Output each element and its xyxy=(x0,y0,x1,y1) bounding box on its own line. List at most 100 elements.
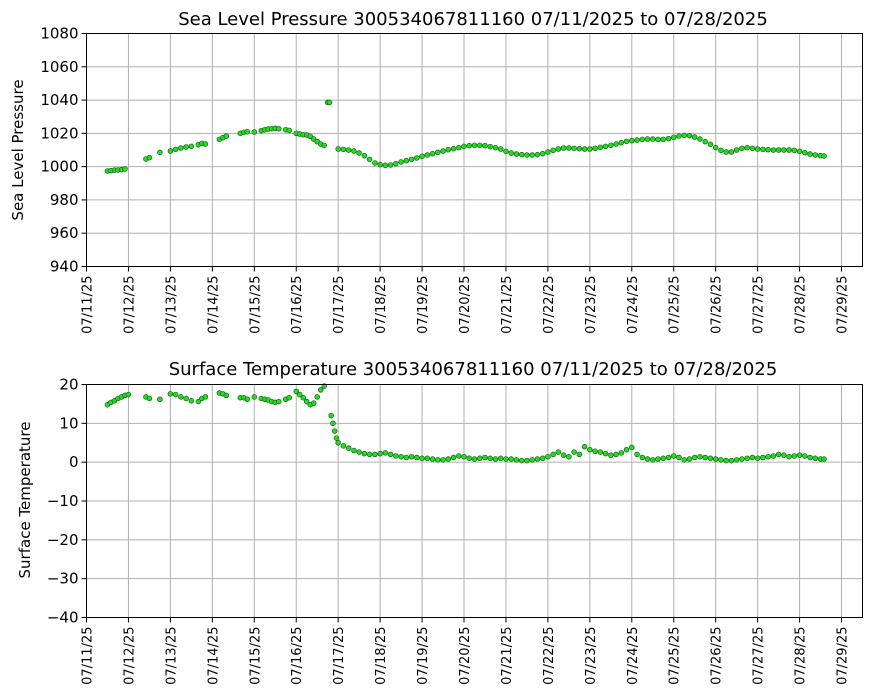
surface-temperature-data-point xyxy=(172,391,179,398)
surface-temperature-data-point xyxy=(335,440,341,446)
surface-temperature-data-point xyxy=(749,454,756,461)
sea-level-pressure-data-point xyxy=(497,146,504,152)
sea-level-pressure-data-point xyxy=(351,148,357,154)
surface-temperature-data-point xyxy=(419,455,425,462)
surface-temperature-data-point xyxy=(739,456,745,462)
surface-temperature-data-point xyxy=(529,457,535,463)
sea-level-pressure-data-point xyxy=(613,141,619,147)
surface-temperature-data-point xyxy=(276,398,282,405)
surface-temperature-ytick-label: 10 xyxy=(59,414,78,432)
surface-temperature-data-point xyxy=(513,457,520,463)
sea-level-pressure-xtick-label: 07/27/25 xyxy=(752,276,767,334)
sea-level-pressure-data-point xyxy=(712,144,719,151)
sea-level-pressure-xtick-label: 07/18/25 xyxy=(374,276,389,334)
surface-temperature-xtick-label: 07/25/25 xyxy=(668,627,683,685)
sea-level-pressure-points xyxy=(104,99,827,174)
surface-temperature-data-point xyxy=(602,450,609,457)
surface-temperature-data-point xyxy=(754,455,761,462)
sea-level-pressure-data-point xyxy=(775,147,782,153)
surface-temperature-title: Surface Temperature 300534067811160 07/1… xyxy=(169,359,778,380)
sea-level-pressure-data-point xyxy=(566,145,572,151)
sea-level-pressure-data-point xyxy=(802,149,808,156)
surface-temperature-data-point xyxy=(372,451,378,458)
surface-temperature-data-point xyxy=(560,452,567,458)
surface-temperature-xtick-label: 07/12/25 xyxy=(122,627,137,685)
sea-level-pressure-ytick-label: 1080 xyxy=(40,25,78,43)
sea-level-pressure-data-point xyxy=(223,133,230,139)
surface-temperature-data-point xyxy=(623,446,630,453)
sea-level-pressure-data-point xyxy=(424,152,431,158)
surface-temperature-data-point xyxy=(534,456,541,462)
surface-temperature-data-point xyxy=(702,454,708,461)
sea-level-pressure-data-point xyxy=(739,145,745,152)
sea-level-pressure-data-point xyxy=(377,161,383,168)
surface-temperature-data-point xyxy=(576,451,583,458)
sea-level-pressure-ytick-label: 980 xyxy=(50,191,79,209)
sea-level-pressure-data-point xyxy=(167,148,174,154)
surface-temperature-data-point xyxy=(587,446,593,453)
surface-temperature-ytick-label: −20 xyxy=(47,531,79,549)
surface-temperature-data-point xyxy=(125,391,132,398)
surface-temperature-data-point xyxy=(408,453,415,460)
surface-temperature-data-point xyxy=(733,457,740,463)
surface-temperature-xtick-label: 07/13/25 xyxy=(164,627,179,685)
surface-temperature-data-point xyxy=(555,449,562,455)
surface-temperature-data-point xyxy=(518,457,525,464)
surface-temperature-data-point xyxy=(781,452,787,458)
surface-temperature-data-point xyxy=(303,398,310,405)
surface-temperature-data-point xyxy=(387,451,394,458)
sea-level-pressure-data-point xyxy=(482,142,488,149)
sea-level-pressure-data-point xyxy=(471,142,478,149)
sea-level-pressure-data-point xyxy=(408,156,415,163)
sea-level-pressure-data-point xyxy=(639,136,646,143)
sea-level-pressure-xtick-label: 07/14/25 xyxy=(206,276,221,334)
surface-temperature-ytick-label: 0 xyxy=(69,453,79,471)
surface-temperature-data-point xyxy=(317,387,324,393)
surface-temperature-data-point xyxy=(223,392,230,399)
surface-temperature-data-point xyxy=(650,457,656,463)
surface-temperature-data-point xyxy=(328,412,334,419)
sea-level-pressure-data-point xyxy=(276,125,282,132)
surface-temperature-xtick-label: 07/21/25 xyxy=(500,627,515,685)
surface-temperature-data-point xyxy=(286,394,292,401)
sea-level-pressure-ytick-label: 960 xyxy=(50,224,79,242)
surface-temperature-xticks: 07/11/25 07/12/25 07/13/25 07/14/25 07/15/25… xyxy=(81,617,851,685)
surface-temperature-data-point xyxy=(497,455,504,462)
surface-temperature-data-point xyxy=(167,391,174,397)
surface-temperature-data-point xyxy=(812,455,819,462)
sea-level-pressure-data-point xyxy=(555,146,562,152)
surface-temperature-data-point xyxy=(744,455,750,462)
sea-level-pressure-xtick-label: 07/12/25 xyxy=(122,276,137,334)
sea-level-pressure-data-point xyxy=(791,147,798,154)
surface-temperature-data-point xyxy=(424,455,431,462)
surface-temperature-data-point xyxy=(539,455,546,462)
sea-level-pressure-xtick-label: 07/20/25 xyxy=(458,276,473,334)
surface-temperature-data-point xyxy=(508,456,514,462)
surface-temperature-data-point xyxy=(796,452,803,458)
sea-level-pressure-data-point xyxy=(419,153,425,160)
surface-temperature-data-point xyxy=(244,396,251,403)
sea-level-pressure-data-point xyxy=(786,147,792,153)
sea-level-pressure-data-point xyxy=(812,152,819,158)
sea-level-pressure-data-point xyxy=(492,144,499,151)
sea-level-pressure-data-point xyxy=(398,159,404,165)
sea-level-pressure-xtick-label: 07/25/25 xyxy=(668,276,683,334)
surface-temperature-data-point xyxy=(331,428,338,434)
sea-level-pressure-data-point xyxy=(345,147,352,153)
surface-temperature-data-point xyxy=(639,454,646,461)
sea-level-pressure-ytick-label: 1060 xyxy=(40,58,78,76)
sea-level-pressure-data-point xyxy=(146,154,153,161)
surface-temperature-data-point xyxy=(660,455,667,462)
surface-temperature-data-point xyxy=(597,449,604,455)
surface-temperature-points xyxy=(104,383,827,464)
sea-level-pressure-data-point xyxy=(765,146,771,153)
surface-temperature-data-point xyxy=(330,420,336,427)
sea-level-pressure-data-point xyxy=(681,132,687,139)
surface-temperature-data-point xyxy=(456,453,462,459)
sea-level-pressure-xtick-label: 07/22/25 xyxy=(542,276,557,334)
surface-temperature-xtick-label: 07/28/25 xyxy=(794,627,809,685)
surface-temperature-data-point xyxy=(461,453,467,460)
surface-temperature-data-point xyxy=(414,454,420,461)
surface-temperature-data-point xyxy=(802,453,808,459)
